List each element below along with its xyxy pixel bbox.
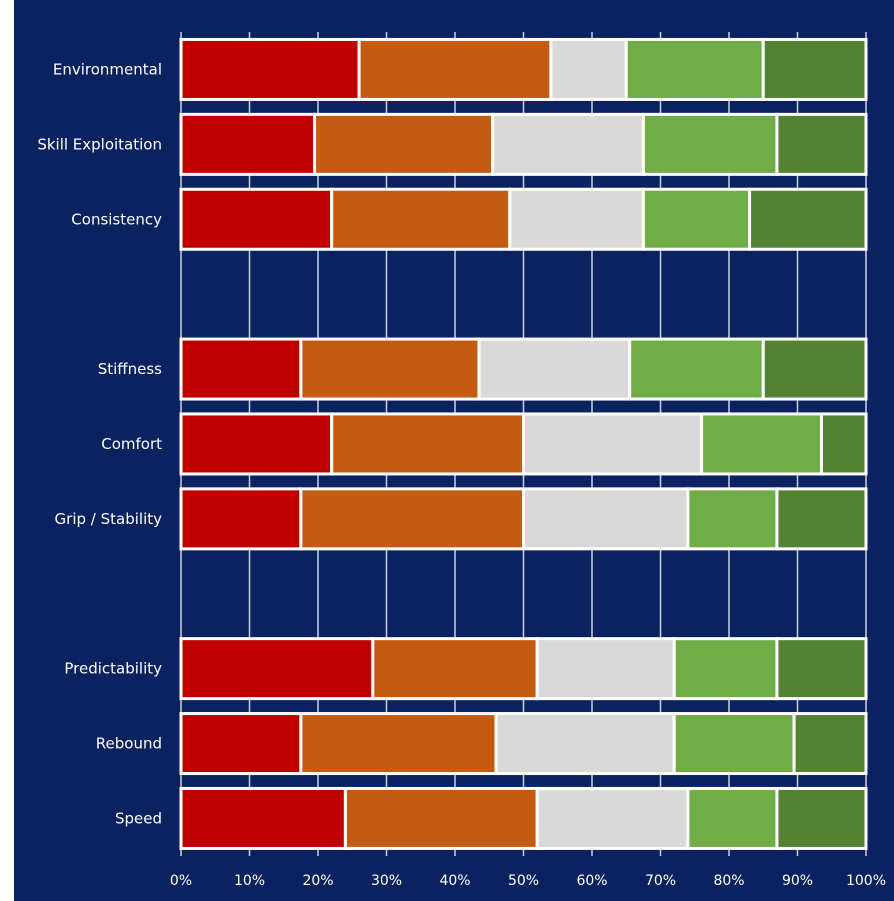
bar-segment bbox=[491, 112, 645, 176]
bar-segment bbox=[522, 487, 690, 551]
bar-segment bbox=[357, 37, 553, 101]
bar-segment bbox=[508, 187, 645, 251]
bar-segment bbox=[775, 786, 868, 850]
bar-segment bbox=[761, 337, 868, 401]
bar-segment bbox=[477, 337, 632, 401]
bar-segment bbox=[686, 487, 779, 551]
category-label: Comfort bbox=[101, 435, 162, 453]
bar-segment bbox=[775, 112, 868, 176]
bar-segment bbox=[686, 786, 779, 850]
bar-segment bbox=[371, 637, 539, 701]
category-label: Speed bbox=[115, 809, 162, 827]
bar-segment bbox=[179, 487, 303, 551]
bar-segment bbox=[179, 786, 347, 850]
bar-segment bbox=[179, 37, 361, 101]
bar-segment bbox=[775, 637, 868, 701]
category-label: Environmental bbox=[53, 60, 162, 78]
category-label: Stiffness bbox=[98, 360, 162, 378]
x-tick-label: 0% bbox=[170, 873, 192, 889]
bar-segment bbox=[179, 337, 303, 401]
bar-segment bbox=[522, 412, 704, 476]
category-label: Skill Exploitation bbox=[37, 135, 162, 153]
category-label: Predictability bbox=[64, 660, 162, 678]
x-tick-label: 70% bbox=[645, 873, 676, 889]
bar-segment bbox=[535, 637, 676, 701]
bar-segment bbox=[628, 337, 765, 401]
bar-segment bbox=[624, 37, 765, 101]
bar-segment bbox=[819, 412, 868, 476]
bar-segment bbox=[299, 487, 525, 551]
bar-segment bbox=[641, 112, 779, 176]
bar-segment bbox=[792, 712, 868, 776]
x-tick-label: 90% bbox=[782, 873, 813, 889]
bar-segment bbox=[672, 712, 796, 776]
bar-segment bbox=[179, 112, 317, 176]
x-tick-label: 10% bbox=[234, 873, 265, 889]
bar-segment bbox=[549, 37, 628, 101]
bar-segment bbox=[535, 786, 690, 850]
x-tick-label: 30% bbox=[371, 873, 402, 889]
bar-segment bbox=[775, 487, 868, 551]
x-tick-label: 50% bbox=[508, 873, 539, 889]
bar-segment bbox=[330, 187, 512, 251]
category-label: Grip / Stability bbox=[55, 510, 163, 528]
bar-segment bbox=[179, 637, 375, 701]
bar-segment bbox=[313, 112, 495, 176]
bar-segment bbox=[343, 786, 539, 850]
x-tick-label: 60% bbox=[576, 873, 607, 889]
category-label: Rebound bbox=[96, 735, 162, 753]
x-tick-label: 100% bbox=[846, 873, 886, 889]
bar-segment bbox=[761, 37, 868, 101]
category-label: Consistency bbox=[71, 210, 162, 228]
bar-segment bbox=[299, 712, 498, 776]
bar-segment bbox=[672, 637, 779, 701]
bar-segment bbox=[179, 412, 334, 476]
x-tick-label: 80% bbox=[713, 873, 744, 889]
bar-segment bbox=[641, 187, 752, 251]
bar-segment bbox=[748, 187, 868, 251]
bar-segment bbox=[330, 412, 526, 476]
bar-segment bbox=[179, 712, 303, 776]
bar-segment bbox=[299, 337, 481, 401]
bar-segment bbox=[179, 187, 334, 251]
x-tick-label: 20% bbox=[302, 873, 333, 889]
x-tick-label: 40% bbox=[439, 873, 470, 889]
bar-segment bbox=[700, 412, 823, 476]
bar-segment bbox=[494, 712, 676, 776]
